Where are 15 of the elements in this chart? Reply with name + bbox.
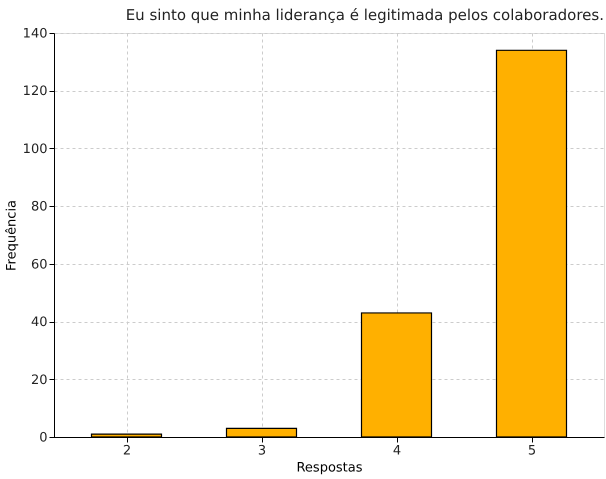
chart-title: Eu sinto que minha liderança é legitimada pelos colaboradores.	[126, 6, 604, 24]
y-tick-label: 0	[39, 430, 48, 446]
x-axis-title: Respostas	[296, 460, 363, 476]
x-tick-label: 4	[392, 444, 402, 458]
y-tick-label: 80	[30, 200, 48, 215]
x-tick-label: 3	[258, 444, 266, 458]
y-tick-label: 20	[30, 372, 48, 388]
y-tick-label: 40	[30, 315, 48, 330]
y-tick-label: 120	[22, 84, 48, 100]
y-tick-label: 100	[22, 142, 48, 157]
x-tick-label: 2	[122, 444, 132, 458]
y-axis-title: Frequência	[4, 200, 20, 272]
y-tick-label: 140	[22, 26, 48, 42]
x-tick-label: 5	[528, 444, 536, 458]
y-tick-label: 60	[30, 257, 48, 272]
